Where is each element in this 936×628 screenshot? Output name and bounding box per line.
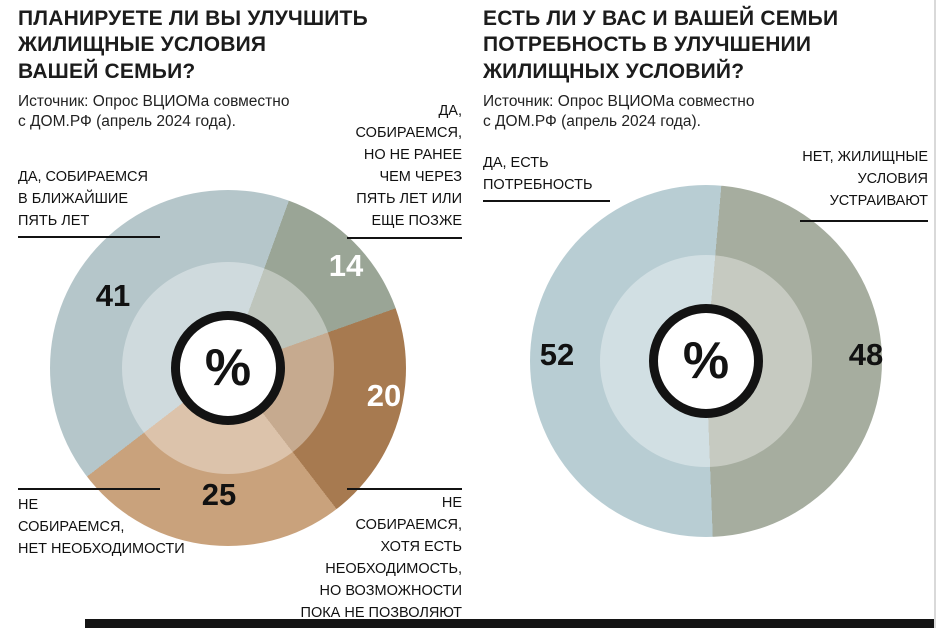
- right-chart-title: ЕСТЬ ЛИ У ВАС И ВАШЕЙ СЕМЬИ ПОТРЕБНОСТЬ …: [483, 7, 839, 83]
- slice-value-14: 14: [328, 248, 364, 283]
- slice-value-41: 41: [95, 278, 131, 313]
- slice-value-20: 20: [366, 378, 402, 413]
- label-rule: [347, 237, 462, 239]
- slice-label-plan-soon: ДА, СОБИРАЕМСЯ В БЛИЖАЙШИЕ ПЯТЬ ЛЕТ: [18, 169, 148, 229]
- right-pie-hub: %: [649, 304, 763, 418]
- label-rule: [18, 236, 160, 238]
- left-pie-hub: %: [171, 311, 285, 425]
- label-rule: [347, 488, 462, 490]
- slice-label-no-possibility: НЕ СОБИРАЕМСЯ, ХОТЯ ЕСТЬ НЕОБХОДИМОСТЬ, …: [300, 495, 462, 621]
- left-chart-title: ПЛАНИРУЕТЕ ЛИ ВЫ УЛУЧШИТЬ ЖИЛИЩНЫЕ УСЛОВ…: [18, 7, 368, 83]
- slice-label-need-yes: ДА, ЕСТЬ ПОТРЕБНОСТЬ: [483, 155, 593, 193]
- slice-value-52: 52: [539, 337, 575, 372]
- left-chart-source: Источник: Опрос ВЦИОМа совместно с ДОМ.Р…: [18, 93, 290, 131]
- slice-value-25: 25: [201, 477, 237, 512]
- slice-value-48: 48: [848, 337, 884, 372]
- label-rule: [483, 200, 610, 202]
- slice-label-plan-later: ДА, СОБИРАЕМСЯ, НО НЕ РАНЕЕ ЧЕМ ЧЕРЕЗ ПЯ…: [355, 103, 462, 229]
- slice-label-need-no: НЕТ, ЖИЛИЩНЫЕ УСЛОВИЯ УСТРАИВАЮТ: [802, 149, 928, 209]
- percent-symbol: %: [204, 339, 252, 397]
- label-rule: [18, 488, 160, 490]
- slice-label-no-need: НЕ СОБИРАЕМСЯ, НЕТ НЕОБХОДИМОСТИ: [18, 497, 185, 557]
- footer-bar: [85, 619, 934, 628]
- percent-symbol: %: [682, 332, 730, 390]
- label-rule: [800, 220, 928, 222]
- right-chart-source: Источник: Опрос ВЦИОМа совместно с ДОМ.Р…: [483, 93, 755, 131]
